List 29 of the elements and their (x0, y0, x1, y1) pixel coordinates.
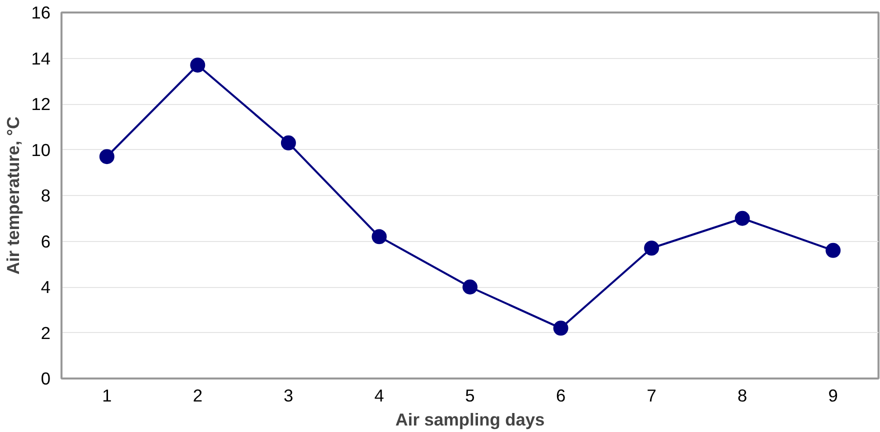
y-tick-label: 14 (31, 48, 51, 68)
y-tick-label: 4 (40, 277, 51, 297)
y-tick-label: 0 (40, 368, 51, 388)
point (644, 240, 660, 256)
x-tick-label: 7 (646, 386, 656, 406)
x-tick-label: 9 (828, 386, 838, 406)
point (553, 320, 568, 336)
point (372, 229, 387, 244)
x-tick-label: 2 (192, 386, 202, 406)
y-tick-label: 10 (31, 140, 51, 160)
y-tick-label: 8 (40, 186, 51, 206)
x-tick-label: 1 (102, 386, 112, 406)
point (826, 242, 841, 258)
x-tick-label: 3 (284, 386, 294, 406)
y-tick-label: 6 (40, 231, 51, 252)
x-axis-title: Air sampling days (395, 410, 545, 430)
y-tick-label: 16 (31, 2, 51, 22)
point (280, 135, 296, 150)
y-axis-title: Air temperature, °C (3, 116, 24, 275)
y-tick-label: 2 (40, 322, 51, 343)
point (99, 149, 114, 164)
x-tick-label: 5 (465, 386, 475, 406)
point (734, 210, 750, 226)
y-tick-label: 12 (31, 94, 51, 114)
point (190, 58, 206, 73)
x-tick-label: 6 (556, 386, 566, 406)
x-tick-label: 4 (374, 386, 384, 406)
point (462, 280, 478, 294)
x-tick-label: 8 (738, 386, 748, 406)
